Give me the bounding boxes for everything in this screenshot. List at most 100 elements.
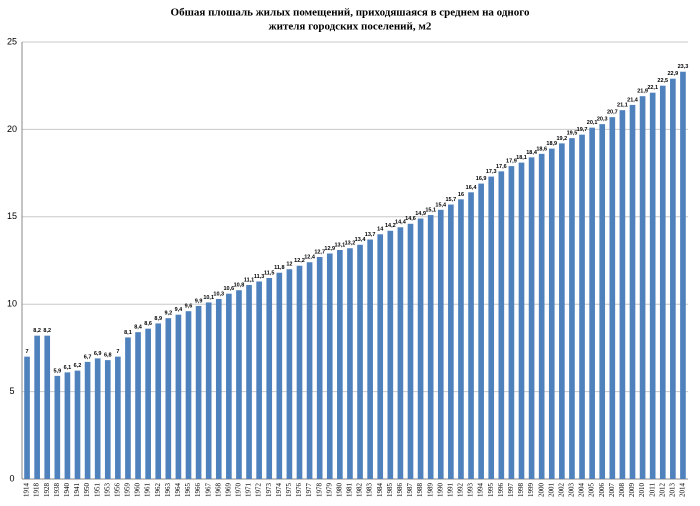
x-tick-label: 1918	[33, 483, 41, 498]
x-tick-label: 1941	[73, 483, 81, 498]
bar	[468, 192, 474, 479]
x-tick-label: 1998	[517, 483, 525, 498]
x-tick-label: 1956	[113, 483, 121, 498]
value-label: 11,8	[274, 265, 284, 271]
x-tick-label: 1989	[426, 483, 434, 498]
x-tick-label: 1969	[224, 483, 232, 498]
value-label: 19,5	[567, 131, 578, 137]
x-tick-label: 2005	[588, 483, 596, 498]
x-tick-label: 1951	[93, 483, 101, 498]
bar	[316, 257, 323, 479]
value-label: 11,3	[254, 274, 264, 280]
bar	[347, 248, 353, 479]
x-tick-label: 1964	[174, 483, 182, 498]
x-tick-label: 1977	[305, 483, 313, 498]
x-tick-label: 1991	[446, 483, 454, 498]
bar	[619, 110, 626, 479]
x-tick-label: 1983	[366, 483, 374, 498]
x-tick-label: 2002	[557, 483, 565, 498]
bar	[629, 104, 636, 479]
value-label: 14,6	[405, 216, 416, 222]
bar	[296, 265, 303, 479]
bar	[246, 284, 252, 479]
value-label: 11,5	[264, 270, 274, 276]
bar	[659, 85, 666, 479]
x-tick-label: 1985	[386, 483, 394, 498]
x-tick-label: 2011	[648, 483, 656, 497]
value-label: 15,7	[446, 197, 457, 203]
value-label: 21,1	[617, 103, 628, 109]
value-label: 5,9	[53, 368, 61, 374]
bar	[145, 328, 151, 479]
value-label: 18,6	[536, 146, 547, 152]
value-label: 11,1	[244, 277, 254, 283]
value-label: 13,1	[335, 242, 346, 248]
value-label: 12,7	[314, 249, 325, 255]
bar	[125, 337, 131, 479]
x-tick-label: 1961	[144, 483, 152, 498]
value-label: 15,4	[435, 202, 447, 208]
x-tick-label: 2012	[658, 483, 666, 498]
value-label: 16,9	[476, 176, 487, 182]
x-tick-label: 2007	[608, 483, 616, 498]
bar	[448, 204, 454, 479]
bar	[377, 234, 384, 479]
bar	[508, 166, 515, 479]
x-tick-label: 1973	[265, 483, 273, 498]
bar	[326, 253, 333, 479]
bar	[407, 223, 414, 479]
bar	[306, 262, 313, 479]
value-label: 19,7	[577, 127, 588, 133]
bar	[286, 269, 293, 479]
x-tick-label: 1997	[507, 482, 515, 497]
x-tick-label: 1966	[194, 483, 202, 498]
bar	[589, 127, 595, 479]
bar	[64, 372, 71, 479]
value-label: 8,6	[144, 321, 152, 327]
value-label: 17,6	[496, 164, 507, 170]
bar	[175, 314, 182, 479]
x-tick-label: 1967	[204, 483, 212, 498]
bar	[74, 370, 81, 479]
bar	[548, 148, 555, 480]
value-label: 7	[26, 349, 29, 355]
x-tick-label: 1959	[124, 483, 132, 498]
bar	[195, 305, 202, 479]
y-tick-label: 10	[7, 299, 17, 309]
bar	[185, 311, 192, 479]
value-label: 8,2	[33, 328, 41, 334]
value-label: 8,4	[134, 325, 143, 331]
y-tick-label: 25	[7, 36, 17, 46]
bar	[84, 361, 91, 479]
value-label: 13,7	[365, 232, 376, 238]
value-label: 16	[458, 192, 464, 198]
x-tick-label: 1981	[346, 483, 354, 498]
bar	[337, 250, 343, 479]
x-tick-label: 1950	[83, 483, 91, 498]
value-label: 6,7	[84, 354, 92, 360]
value-label: 13,2	[345, 241, 356, 247]
value-label: 10,8	[234, 283, 245, 289]
x-tick-label: 2010	[638, 483, 646, 498]
value-label: 20,3	[597, 117, 608, 123]
value-label: 8,2	[43, 328, 51, 334]
x-tick-label: 1974	[275, 483, 283, 498]
value-label: 6,9	[94, 351, 102, 357]
bar	[397, 227, 404, 479]
value-label: 12,4	[304, 255, 316, 261]
bar	[94, 358, 101, 479]
bar	[115, 356, 121, 479]
x-tick-label: 1972	[255, 483, 263, 498]
bar	[579, 134, 585, 480]
x-tick-label: 2001	[547, 483, 555, 498]
bar	[670, 78, 676, 479]
x-tick-label: 1994	[477, 483, 485, 498]
value-label: 14	[377, 227, 384, 233]
x-tick-label: 1986	[396, 483, 404, 498]
value-label: 19,2	[557, 136, 568, 142]
x-tick-label: 1987	[406, 483, 414, 498]
bar	[54, 375, 61, 479]
bar	[437, 209, 444, 480]
y-tick-label: 5	[9, 386, 14, 396]
